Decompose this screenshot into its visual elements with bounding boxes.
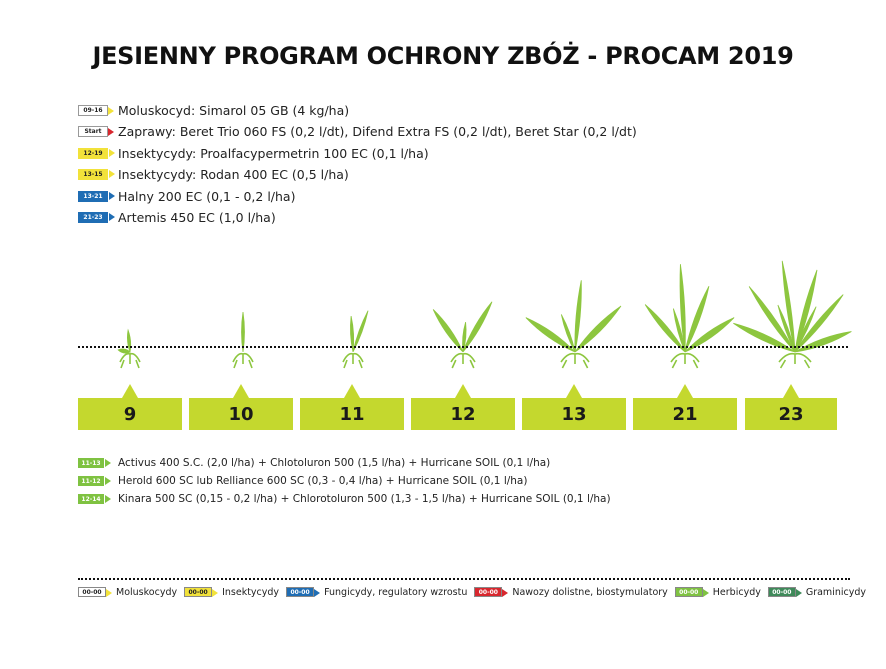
legend-swatch: 00-00 xyxy=(184,587,219,597)
product-row: 13-21 Halny 200 EC (0,1 - 0,2 l/ha) xyxy=(78,188,295,204)
herbicide-row: 12-14 Kinara 500 SC (0,15 - 0,2 l/ha) + C… xyxy=(78,492,611,506)
stage-range-tag: 21-23 xyxy=(78,212,115,223)
plant-leaf xyxy=(574,305,622,353)
plant-leaf xyxy=(560,314,576,353)
product-text: Moluskocyd: Simarol 05 GB (4 kg/ha) xyxy=(118,102,350,118)
stage-box: 21 xyxy=(633,398,737,430)
stage-box: 12 xyxy=(411,398,515,430)
plant-leaf xyxy=(781,260,796,353)
plant-roots xyxy=(560,352,590,369)
plant-leaf xyxy=(679,264,686,353)
product-row: 21-23 Artemis 450 EC (1,0 l/ha) xyxy=(78,210,276,226)
plant-roots xyxy=(670,352,700,369)
plant-leaf xyxy=(777,304,796,353)
herbicide-text: Herold 600 SC lub Relliance 600 SC (0,3 … xyxy=(118,475,528,487)
stage-pointer xyxy=(566,384,582,398)
plant-roots xyxy=(119,352,141,369)
plant-leaf xyxy=(684,317,735,353)
stage-range-tag: 12-14 xyxy=(78,494,111,504)
plant-leaf xyxy=(748,286,796,353)
product-row: Start Zaprawy: Beret Trio 060 FS (0,2 l/d… xyxy=(78,124,637,140)
plant-roots xyxy=(778,352,812,369)
stage-range-tag: 13-21 xyxy=(78,190,115,202)
plant-leaf xyxy=(574,280,582,353)
plant-leaf xyxy=(241,311,245,353)
product-text: Artemis 450 EC (1,0 l/ha) xyxy=(118,210,276,225)
plant-leaf xyxy=(462,322,467,353)
stage-pointer xyxy=(677,384,693,398)
legend-label: Herbicydy xyxy=(712,586,761,598)
product-text: Halny 200 EC (0,1 - 0,2 l/ha) xyxy=(118,188,296,204)
stage-box: 11 xyxy=(300,398,404,430)
plant-leaf xyxy=(794,269,818,353)
legend-swatch: 00-00 xyxy=(474,587,509,597)
stage-pointer xyxy=(122,384,138,398)
stage-pointer xyxy=(783,384,799,398)
plant-roots xyxy=(450,352,476,369)
herbicide-row: 11-13 Activus 400 S.C. (2,0 l/ha) + Chlot… xyxy=(78,456,550,470)
product-text: Zaprawy: Beret Trio 060 FS (0,2 l/dt), D… xyxy=(118,124,637,139)
legend-swatch: 00-00 xyxy=(674,587,709,597)
product-row: 12-19 Insektycydy: Proalfacypermetrin 100… xyxy=(78,145,429,161)
legend-label: Insektycydy xyxy=(222,586,280,598)
plant-leaf xyxy=(644,304,686,353)
legend: 00-00 Moluskocydy 00-00 Insektycydy 00-00 Fun… xyxy=(78,585,873,599)
legend-swatch: 00-00 xyxy=(767,587,802,597)
stage-pointer xyxy=(344,384,360,398)
herbicide-text: Kinara 500 SC (0,15 - 0,2 l/ha) + Chloro… xyxy=(118,493,611,505)
product-text: Insektycydy: Rodan 400 EC (0,5 l/ha) xyxy=(118,167,349,182)
soil-line xyxy=(78,346,848,348)
plant-leaf xyxy=(733,322,796,353)
stage-range-tag: 09-16 xyxy=(78,104,114,116)
plant-roots xyxy=(232,352,254,369)
stage-range-tag: 13-15 xyxy=(78,169,115,180)
plant-leaf xyxy=(350,315,355,353)
stage-range-tag: 11-13 xyxy=(78,458,111,468)
stage-range-tag: 11-12 xyxy=(78,476,111,486)
herbicide-row: 11-12 Herold 600 SC lub Relliance 600 SC … xyxy=(78,474,527,488)
legend-divider xyxy=(78,578,850,580)
legend-label: Nawozy dolistne, biostymulatory xyxy=(512,586,668,598)
plant-leaf xyxy=(352,310,369,353)
plant-leaf xyxy=(684,286,710,353)
product-row: 13-15 Insektycydy: Rodan 400 EC (0,5 l/ha… xyxy=(78,167,349,183)
stage-box: 10 xyxy=(189,398,293,430)
plant-roots xyxy=(342,352,364,369)
stage-box: 23 xyxy=(745,398,837,430)
legend-label: Graminicydy xyxy=(805,586,866,598)
stage-range-tag: 12-19 xyxy=(78,147,115,159)
herbicide-text: Activus 400 S.C. (2,0 l/ha) + Chlotoluro… xyxy=(118,457,551,469)
legend-swatch: 00-00 xyxy=(78,587,112,597)
plant-leaf xyxy=(794,294,844,353)
plant-leaf xyxy=(127,328,132,354)
plant-leaf xyxy=(432,309,464,353)
stage-box: 9 xyxy=(78,398,182,430)
stage-pointer xyxy=(233,384,249,398)
stage-range-tag: Start xyxy=(78,126,114,137)
plant-leaf xyxy=(672,308,686,353)
page-title: JESIENNY PROGRAM OCHRONY ZBÓŻ - PROCAM 2… xyxy=(92,42,794,70)
product-text: Insektycydy: Proalfacypermetrin 100 EC (… xyxy=(118,145,429,161)
plant-leaf xyxy=(117,348,131,354)
plant-leaf xyxy=(525,317,576,353)
legend-swatch: 00-00 xyxy=(286,587,321,597)
legend-label: Fungicydy, regulatory wzrostu xyxy=(324,586,468,598)
stage-pointer xyxy=(455,384,471,398)
legend-label: Moluskocydy xyxy=(116,586,178,598)
plant-leaf xyxy=(794,306,817,353)
stage-box: 13 xyxy=(522,398,626,430)
plant-leaf xyxy=(462,301,493,353)
product-row: 09-16 Moluskocyd: Simarol 05 GB (4 kg/ha) xyxy=(78,102,349,118)
